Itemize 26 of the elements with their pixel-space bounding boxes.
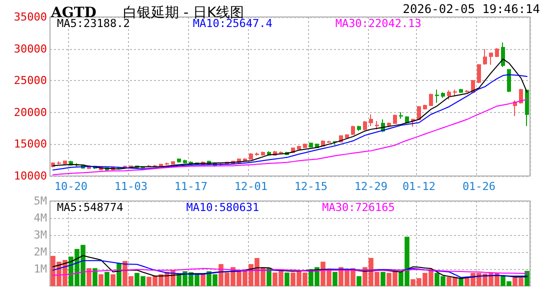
text: MA10:580631 [186, 201, 260, 214]
y-tick-label: 10000 [14, 170, 47, 182]
text: 2026-02-05 19:46:14 [402, 2, 540, 16]
x-tick-label: 12-01 [234, 180, 268, 193]
x-tick-label: 11-03 [114, 180, 148, 193]
x-tick-label: 11-17 [174, 180, 208, 193]
y-tick-label: 2M [34, 246, 48, 258]
text: MA10:25647.4 [192, 17, 273, 30]
x-tick-label: 01-26 [462, 180, 496, 193]
x-tick-label: 01-12 [402, 180, 436, 193]
y-tick-label: 1M [34, 262, 48, 276]
x-tick-label: 10-20 [54, 180, 88, 193]
y-tick-label: 25000 [14, 74, 47, 88]
y-tick-label: 20000 [14, 106, 47, 119]
text: MA5:548774 [57, 201, 124, 214]
x-tick-label: 12-15 [294, 180, 328, 193]
y-tick-label: 30000 [14, 42, 47, 56]
y-tick-label: 5M [34, 194, 48, 208]
text: MA5:23188.2 [57, 17, 130, 30]
text: MA30:726165 [322, 201, 395, 214]
text: MA30:22042.13 [335, 17, 422, 30]
y-tick-label: 4M [34, 212, 48, 224]
x-tick-label: 12-29 [354, 180, 388, 193]
y-tick-label: 15000 [14, 138, 47, 151]
y-tick-label: 3M [34, 228, 48, 242]
y-tick-label: 35000 [14, 10, 47, 24]
